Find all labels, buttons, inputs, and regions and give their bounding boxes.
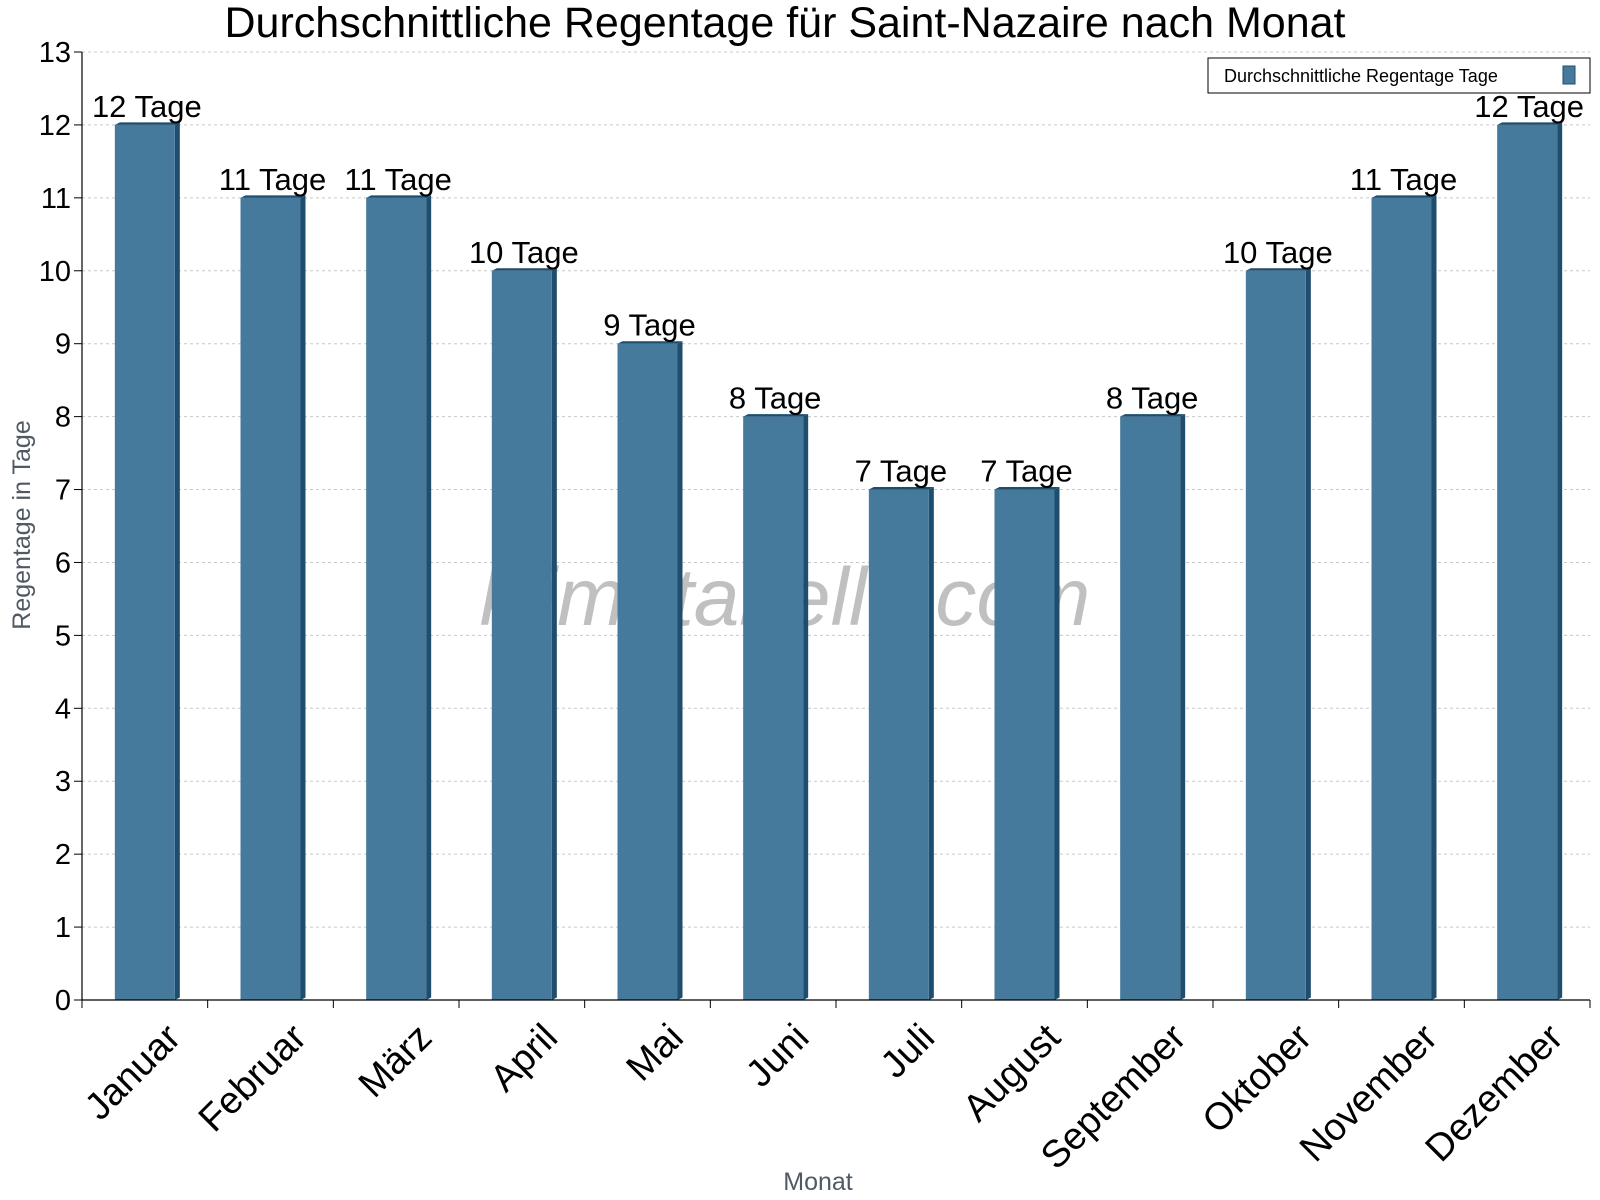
x-tick-label: Juli bbox=[873, 1016, 943, 1086]
y-tick-label: 4 bbox=[55, 693, 71, 725]
y-tick-label: 0 bbox=[55, 985, 71, 1017]
bar-side bbox=[426, 195, 432, 1000]
bar-side bbox=[928, 487, 934, 1000]
data-label: 10 Tage bbox=[1223, 235, 1333, 270]
bar bbox=[1497, 124, 1558, 1000]
bar bbox=[1371, 197, 1432, 1000]
bar-side bbox=[174, 122, 180, 1000]
y-tick-label: 11 bbox=[41, 183, 71, 215]
bar-top bbox=[994, 487, 1060, 490]
bar-side bbox=[1180, 414, 1186, 1001]
bar bbox=[114, 124, 175, 1000]
bar-side bbox=[1305, 268, 1311, 1000]
y-tick-label: 9 bbox=[55, 329, 71, 361]
x-tick-label: Mai bbox=[619, 1016, 692, 1089]
y-tick-label: 10 bbox=[39, 256, 71, 288]
bar-side bbox=[1054, 487, 1060, 1000]
data-label: 10 Tage bbox=[469, 235, 579, 270]
bar bbox=[617, 343, 678, 1000]
x-tick-label: Februar bbox=[191, 1016, 315, 1140]
data-label: 8 Tage bbox=[1106, 381, 1199, 416]
data-label: 8 Tage bbox=[729, 381, 822, 416]
x-tick-label: November bbox=[1292, 1016, 1446, 1170]
bar-top bbox=[1497, 122, 1563, 125]
bar bbox=[1120, 416, 1181, 1001]
bar-top bbox=[240, 195, 306, 198]
bar-top bbox=[1245, 268, 1311, 271]
data-label: 12 Tage bbox=[92, 89, 202, 124]
y-tick-label: 2 bbox=[55, 839, 71, 871]
x-tick-label: März bbox=[351, 1016, 440, 1105]
axes bbox=[74, 51, 1591, 1008]
y-tick-label: 7 bbox=[55, 475, 71, 507]
bar-side bbox=[803, 414, 809, 1001]
bar-side bbox=[677, 341, 683, 1000]
data-label: 7 Tage bbox=[855, 454, 948, 489]
legend-swatch bbox=[1562, 65, 1576, 85]
y-tick-label: 12 bbox=[39, 110, 71, 142]
x-axis-label: Monat bbox=[783, 1168, 853, 1196]
bar bbox=[994, 489, 1055, 1000]
bar-top bbox=[1371, 195, 1437, 198]
x-tick-label: Januar bbox=[77, 1016, 189, 1128]
bar bbox=[491, 270, 552, 1000]
bars bbox=[114, 122, 1563, 1001]
y-tick-label: 13 bbox=[39, 37, 71, 69]
data-label: 11 Tage bbox=[1350, 162, 1457, 197]
bar-top bbox=[1120, 414, 1186, 417]
data-label: 12 Tage bbox=[1474, 89, 1584, 124]
y-tick-label: 6 bbox=[55, 547, 71, 579]
legend-box bbox=[1207, 57, 1591, 94]
bar bbox=[1245, 270, 1306, 1000]
bar-top bbox=[114, 122, 180, 125]
bar bbox=[868, 489, 929, 1000]
x-tick-label: Oktober bbox=[1195, 1016, 1321, 1142]
bar bbox=[366, 197, 427, 1000]
x-tick-label: Juni bbox=[738, 1016, 817, 1095]
data-label: 11 Tage bbox=[219, 162, 326, 197]
data-labels: 12 Tage 11 Tage 11 Tage 10 Tage 9 Tage 8 Tage… bbox=[92, 89, 1584, 489]
grid-lines bbox=[82, 51, 1590, 928]
y-tick-label: 1 bbox=[55, 912, 71, 944]
bar-top bbox=[743, 414, 809, 417]
data-label: 7 Tage bbox=[980, 454, 1073, 489]
bar-side bbox=[1431, 195, 1437, 1000]
y-tick-label: 3 bbox=[55, 766, 71, 798]
legend: Durchschnittliche Regentage Tage bbox=[1207, 57, 1591, 94]
data-label: 9 Tage bbox=[603, 308, 696, 343]
bar-top bbox=[617, 341, 683, 344]
x-tick-label: April bbox=[483, 1016, 566, 1099]
y-tick-label: 5 bbox=[55, 620, 71, 652]
bar-top bbox=[868, 487, 934, 490]
x-tick-label: August bbox=[955, 1016, 1069, 1130]
bar-top bbox=[366, 195, 432, 198]
x-tick-labels: Januar Februar März April Mai Juni Juli AugustS… bbox=[77, 1016, 1571, 1177]
y-tick-label: 8 bbox=[55, 402, 71, 434]
bar-top bbox=[491, 268, 557, 271]
bar bbox=[240, 197, 301, 1000]
bar-side bbox=[1557, 122, 1563, 1000]
y-axis-label: Regentage in Tage bbox=[8, 420, 36, 629]
bar-side bbox=[300, 195, 306, 1000]
bar bbox=[743, 416, 804, 1001]
x-tick-label: Dezember bbox=[1418, 1016, 1572, 1170]
bar-side bbox=[551, 268, 557, 1000]
data-label: 11 Tage bbox=[344, 162, 451, 197]
legend-label: Durchschnittliche Regentage Tage bbox=[1224, 66, 1498, 86]
chart-title: Durchschnittliche Regentage für Saint-Na… bbox=[225, 0, 1346, 47]
